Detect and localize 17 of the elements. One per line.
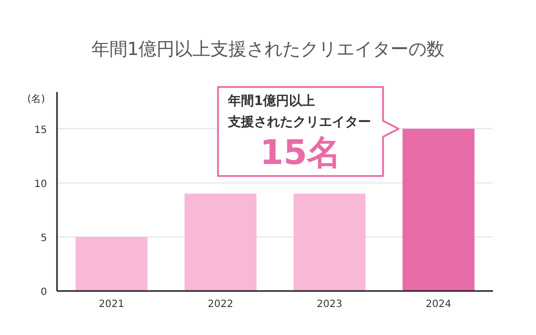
annotation: 15名 — [260, 133, 342, 173]
y-tick-label: 0 — [40, 287, 47, 298]
annotation: 支援されたクリエイター — [227, 115, 371, 130]
y-tick-label: 15 — [34, 124, 47, 136]
y-tick-label: 5 — [40, 232, 47, 244]
x-tick-label: 2022 — [208, 299, 234, 310]
bar — [402, 128, 474, 291]
x-tick-label: 2024 — [426, 299, 452, 310]
bar — [294, 194, 366, 291]
y-tick-label: 10 — [34, 178, 47, 190]
x-tick-label: 2023 — [316, 299, 342, 310]
y-axis-title: (名) — [27, 93, 46, 105]
annotation: 年間1億円以上 — [227, 93, 316, 109]
x-tick-label: 2021 — [98, 299, 124, 310]
bar — [184, 194, 256, 291]
bar — [76, 236, 148, 291]
chart-title: 年間1億円以上支援されたクリエイターの数 — [91, 39, 445, 60]
